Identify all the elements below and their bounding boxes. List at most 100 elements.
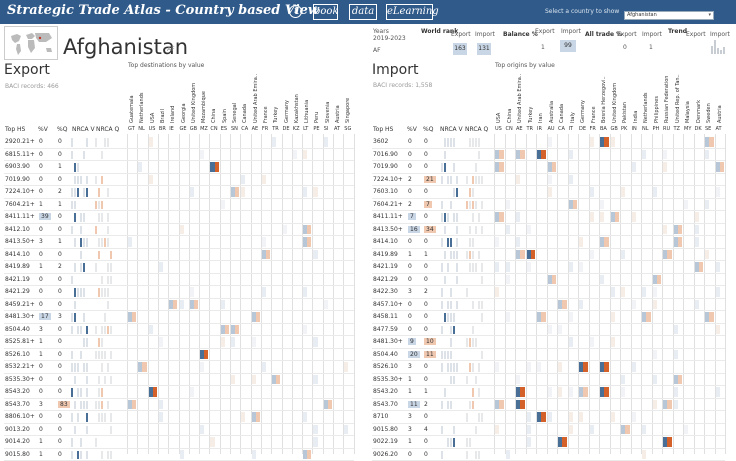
import-country-label[interactable]: Australia	[548, 100, 555, 123]
heatmap-cell[interactable]	[568, 312, 573, 322]
export-country-label[interactable]: Brazil	[159, 109, 166, 123]
import-country-label[interactable]: United Kingdom	[611, 82, 618, 123]
heatmap-cell-value[interactable]	[251, 312, 256, 322]
export-row-hs[interactable]: 8421.29	[5, 288, 30, 295]
heatmap-cell-value[interactable]	[495, 149, 500, 159]
import-country-label[interactable]: China	[506, 108, 513, 123]
heatmap-cell-value[interactable]	[558, 437, 563, 447]
export-country-label[interactable]: Turkey	[273, 106, 280, 123]
import-country-label[interactable]: Iran	[538, 113, 544, 123]
export-row-hs[interactable]: 8419.89	[5, 263, 30, 270]
heatmap-cell[interactable]	[505, 312, 510, 322]
heatmap-cell-quantity[interactable]	[276, 374, 281, 384]
heatmap-cell-quantity[interactable]	[307, 237, 312, 247]
heatmap-cell[interactable]	[505, 449, 510, 459]
import-country-label[interactable]: Canada	[559, 103, 565, 123]
export-row-hs[interactable]: 9013.20	[5, 425, 30, 433]
heatmap-cell-value[interactable]	[715, 162, 720, 172]
heatmap-cell[interactable]	[200, 362, 205, 372]
heatmap-cell[interactable]	[663, 162, 668, 172]
heatmap-cell[interactable]	[694, 224, 699, 234]
heatmap-cell-quantity[interactable]	[307, 449, 312, 459]
heatmap-cell[interactable]	[313, 374, 318, 384]
import-country-label[interactable]: USA	[496, 112, 502, 123]
heatmap-cell[interactable]	[558, 362, 563, 372]
import-country-label[interactable]: Russian Federation	[664, 75, 670, 123]
heatmap-cell[interactable]	[610, 312, 615, 322]
heatmap-cell[interactable]	[621, 374, 626, 384]
country-select[interactable]: Afghanistan ▾	[624, 11, 714, 20]
import-row-hs[interactable]: 9015.80	[373, 425, 398, 433]
heatmap-cell-quantity[interactable]	[255, 312, 260, 322]
heatmap-cell[interactable]	[241, 174, 246, 184]
import-country-label[interactable]: Sweden	[706, 103, 712, 123]
heatmap-cell[interactable]	[158, 262, 164, 272]
heatmap-cell-value[interactable]	[663, 399, 668, 409]
heatmap-cell[interactable]	[313, 437, 318, 447]
heatmap-cell[interactable]	[323, 299, 328, 309]
heatmap-cell-quantity[interactable]	[677, 374, 682, 384]
heatmap-cell[interactable]	[526, 224, 531, 234]
heatmap-cell-value[interactable]	[537, 149, 542, 159]
heatmap-cell-quantity[interactable]	[193, 299, 199, 309]
heatmap-cell[interactable]	[642, 424, 647, 434]
heatmap-cell[interactable]	[282, 224, 287, 234]
import-country-label[interactable]: Pakistan	[622, 102, 628, 123]
heatmap-cell-quantity[interactable]	[520, 387, 525, 397]
heatmap-cell[interactable]	[631, 299, 636, 309]
import-country-label[interactable]: Malaysia	[685, 101, 691, 123]
heatmap-cell[interactable]	[600, 274, 605, 284]
export-row-hs[interactable]: 8413.50+	[5, 238, 35, 245]
import-row-hs[interactable]: 7604.21+	[373, 200, 403, 208]
heatmap-cell-value[interactable]	[579, 362, 584, 372]
heatmap-cell[interactable]	[631, 212, 636, 222]
heatmap-cell[interactable]	[715, 187, 720, 197]
heatmap-cell-value[interactable]	[568, 199, 573, 209]
heatmap-cell[interactable]	[505, 262, 510, 272]
heatmap-cell[interactable]	[642, 149, 647, 159]
heatmap-cell[interactable]	[495, 237, 500, 247]
heatmap-cell-value[interactable]	[610, 212, 615, 222]
heatmap-cell-value[interactable]	[537, 312, 542, 322]
heatmap-cell[interactable]	[303, 287, 308, 297]
heatmap-cell-quantity[interactable]	[583, 387, 588, 397]
import-country-label[interactable]: India	[632, 110, 639, 123]
import-row-hs[interactable]: 8458.11	[373, 313, 398, 320]
heatmap-cell-quantity[interactable]	[667, 249, 672, 259]
import-row-hs[interactable]: 8504.40	[373, 350, 398, 358]
heatmap-cell[interactable]	[231, 374, 236, 384]
export-country-label[interactable]: Spain	[221, 109, 228, 123]
heatmap-cell-quantity[interactable]	[530, 249, 535, 259]
heatmap-cell-quantity[interactable]	[541, 312, 546, 322]
heatmap-cell[interactable]	[148, 324, 153, 334]
import-country-label[interactable]: Turkey	[527, 106, 534, 123]
heatmap-cell[interactable]	[558, 387, 563, 397]
heatmap-cell[interactable]	[526, 437, 531, 447]
heatmap-cell[interactable]	[231, 337, 236, 347]
heatmap-cell-value[interactable]	[705, 312, 710, 322]
heatmap-cell-quantity[interactable]	[235, 187, 240, 197]
import-country-label[interactable]: Philippines	[653, 96, 660, 123]
heatmap-cell-quantity[interactable]	[499, 399, 504, 409]
export-row-hs[interactable]: 8532.21+	[5, 363, 35, 370]
heatmap-cell[interactable]	[589, 424, 594, 434]
heatmap-cell-value[interactable]	[231, 187, 236, 197]
heatmap-cell[interactable]	[621, 187, 626, 197]
import-row-hs[interactable]: 7224.10+	[373, 175, 403, 183]
heatmap-cell[interactable]	[610, 137, 615, 147]
heatmap-cell[interactable]	[631, 162, 636, 172]
heatmap-cell[interactable]	[495, 362, 500, 372]
heatmap-cell[interactable]	[313, 187, 318, 197]
heatmap-cell[interactable]	[220, 199, 225, 209]
heatmap-cell-quantity[interactable]	[235, 324, 240, 334]
heatmap-cell[interactable]	[547, 137, 552, 147]
heatmap-cell-quantity[interactable]	[604, 387, 609, 397]
export-row-hs[interactable]: 8543.20	[5, 388, 30, 395]
heatmap-cell-value[interactable]	[547, 274, 552, 284]
heatmap-cell[interactable]	[642, 449, 647, 459]
heatmap-cell-value[interactable]	[673, 237, 678, 247]
heatmap-cell-value[interactable]	[272, 374, 277, 384]
heatmap-cell-quantity[interactable]	[614, 212, 619, 222]
heatmap-cell-value[interactable]	[694, 262, 699, 272]
heatmap-cell-value[interactable]	[642, 312, 647, 322]
